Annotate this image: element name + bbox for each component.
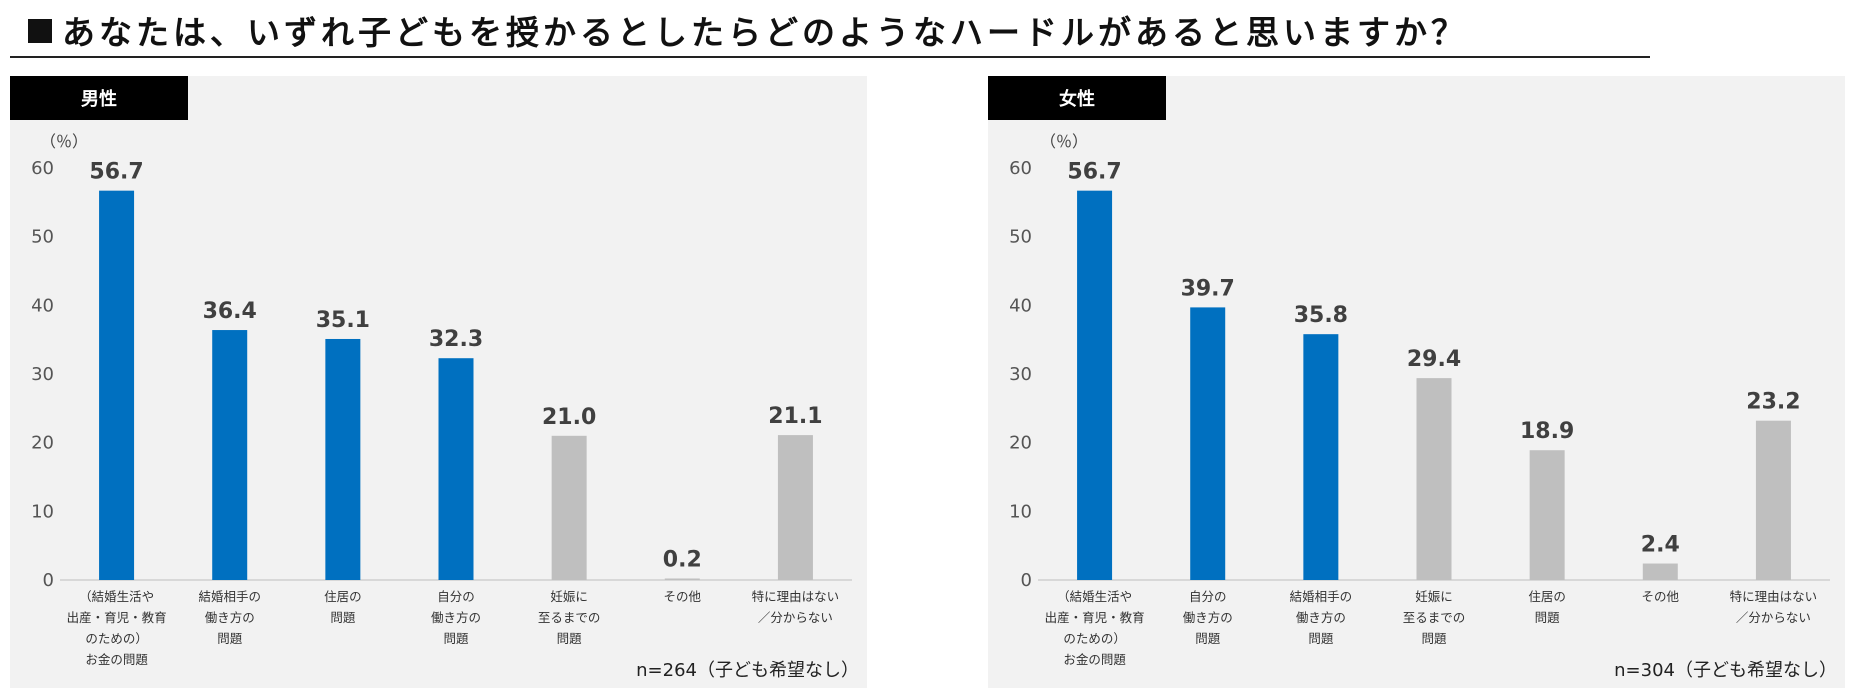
category-label: 自分の働き方の問題	[1183, 589, 1233, 646]
y-tick-label: 60	[1009, 158, 1032, 179]
data-label: 56.7	[1067, 160, 1121, 185]
category-label: 妊娠に至るまでの問題	[1403, 589, 1466, 646]
y-tick-label: 40	[1009, 295, 1032, 316]
category-label: （結婚生活や出産・育児・教育のための）お金の問題	[67, 589, 167, 667]
sample-size-note: n=304（子ども希望なし）	[1614, 660, 1837, 681]
data-label: 32.3	[429, 327, 483, 352]
bar	[664, 578, 700, 580]
title-underline	[10, 56, 1650, 58]
category-label: その他	[1642, 589, 1680, 604]
bar	[1755, 420, 1791, 580]
bar	[551, 435, 587, 580]
y-tick-label: 0	[43, 570, 54, 591]
category-label: 妊娠に至るまでの問題	[538, 589, 601, 646]
page-title-bar: あなたは、いずれ子どもを授かるとしたらどのようなハードルがあると思いますか？	[28, 6, 1468, 54]
data-label: 2.4	[1641, 533, 1680, 558]
category-label: 結婚相手の働き方の問題	[198, 589, 261, 646]
data-label: 36.4	[203, 299, 257, 324]
panel-tag-label: 女性	[1059, 89, 1095, 110]
data-label: 29.4	[1407, 347, 1461, 372]
y-tick-label: 50	[31, 227, 54, 248]
y-tick-label: 60	[31, 158, 54, 179]
category-label: その他	[664, 589, 702, 604]
category-label: 自分の働き方の問題	[431, 589, 481, 646]
bar	[1642, 563, 1678, 580]
data-label: 0.2	[663, 548, 702, 573]
y-tick-label: 10	[31, 501, 54, 522]
y-tick-label: 30	[1009, 364, 1032, 385]
bar-chart-female: 0 10 20 30 40 50 60 56.7 （結婚生活や出産・育児・教育のための）お金の問…	[1009, 158, 1830, 667]
category-label: （結婚生活や出産・育児・教育のための）お金の問題	[1045, 589, 1145, 667]
category-label: 住居の問題	[324, 589, 362, 625]
unit-label: （％）	[40, 132, 89, 151]
data-label: 35.1	[316, 308, 370, 333]
data-label: 39.7	[1181, 276, 1235, 301]
data-label: 21.1	[768, 404, 822, 429]
bar	[1416, 378, 1452, 580]
panel-tag-female: 女性	[988, 76, 1166, 120]
y-tick-label: 20	[1009, 433, 1032, 454]
y-tick-label: 40	[31, 295, 54, 316]
category-label: 住居の問題	[1528, 589, 1566, 625]
bar	[1190, 307, 1226, 580]
bar	[438, 358, 474, 580]
unit-label: （％）	[1040, 132, 1089, 151]
y-tick-label: 10	[1009, 501, 1032, 522]
bar	[1303, 334, 1339, 580]
y-tick-label: 0	[1021, 570, 1032, 591]
data-label: 35.8	[1294, 303, 1348, 328]
y-tick-label: 20	[31, 433, 54, 454]
bar	[212, 330, 248, 580]
category-label: 特に理由はない／分からない	[752, 589, 840, 625]
data-label: 23.2	[1746, 390, 1800, 415]
panel-tag-label: 男性	[81, 89, 117, 110]
data-label: 21.0	[542, 405, 596, 430]
sample-size-note: n=264（子ども希望なし）	[636, 660, 859, 681]
data-label: 56.7	[89, 160, 143, 185]
category-label: 特に理由はない／分からない	[1730, 589, 1818, 625]
bar	[1077, 190, 1113, 580]
page-title: あなたは、いずれ子どもを授かるとしたらどのようなハードルがあると思いますか？	[62, 13, 1468, 52]
category-label: 結婚相手の働き方の問題	[1290, 589, 1353, 646]
panel-tag-male: 男性	[10, 76, 188, 120]
y-tick-label: 50	[1009, 227, 1032, 248]
bar	[777, 435, 813, 580]
chart-panel-male: 男性 （％） 0 10 20 30 40 50 60 56.7 （結婚生活や出産・育児・教育のた…	[10, 76, 867, 688]
bar	[325, 338, 361, 580]
bar	[99, 190, 135, 580]
bar	[1529, 450, 1565, 580]
chart-panel-female: 女性 （％） 0 10 20 30 40 50 60 56.7 （結婚生活や出産・育児・教育のた…	[988, 76, 1845, 688]
data-label: 18.9	[1520, 419, 1574, 444]
title-square-icon	[28, 19, 52, 43]
bar-chart-male: 0 10 20 30 40 50 60 56.7 （結婚生活や出産・育児・教育のための）お金の問…	[31, 158, 852, 667]
y-tick-label: 30	[31, 364, 54, 385]
